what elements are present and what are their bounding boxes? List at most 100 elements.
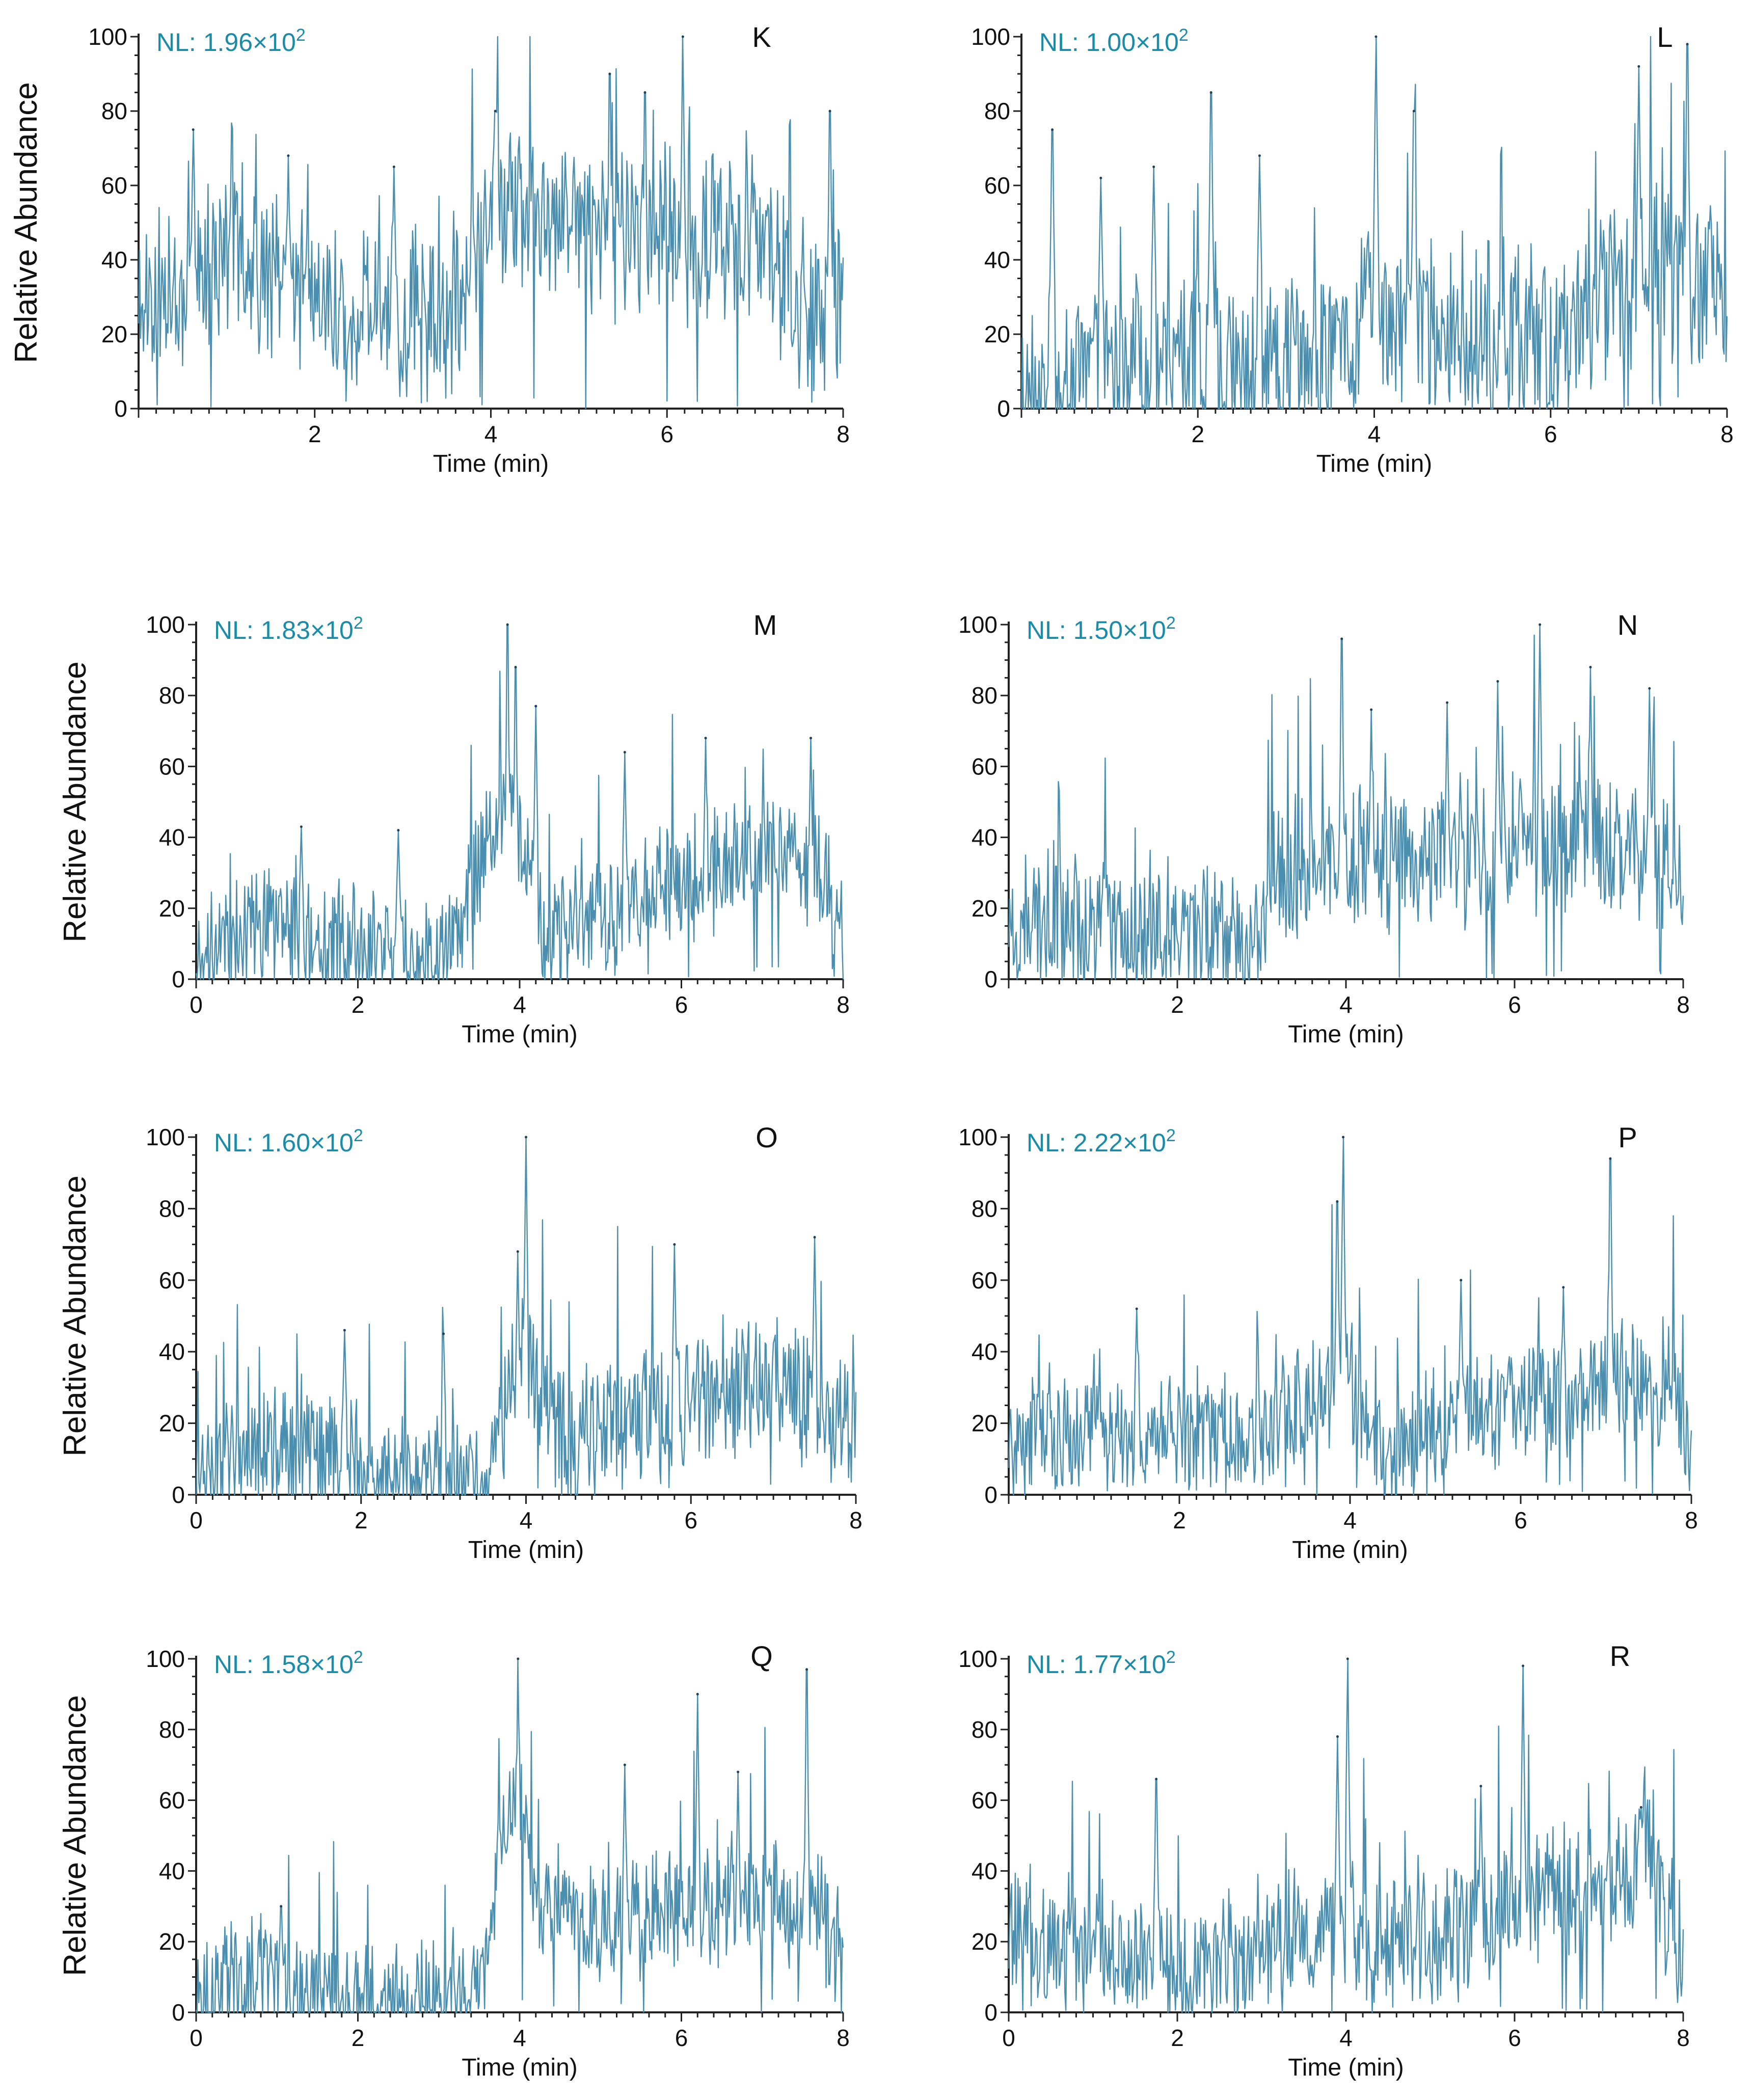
panel-l: 0 20 40 60 80 100 2 4 6 8 Time (min) NL: 1.00×102 L [971, 21, 1734, 477]
x-axis-label: Time (min) [433, 450, 549, 477]
normalization-level-label: NL: 1.58×102 [214, 1648, 363, 1679]
peak-apex [1562, 1286, 1565, 1289]
peak-apex [514, 666, 517, 669]
y-tick-label: 40 [101, 247, 127, 273]
peak-apex [1522, 1664, 1525, 1667]
peak-apex [1589, 666, 1592, 669]
y-tick-label: 20 [159, 895, 185, 922]
peak-apex [737, 1770, 740, 1773]
y-tick-label: 40 [972, 824, 997, 851]
x-tick-label: 8 [1685, 1507, 1698, 1533]
chromatogram-trace-k [138, 36, 844, 409]
normalization-level-label: NL: 1.00×102 [1039, 25, 1189, 57]
peak-apex [1609, 1157, 1612, 1160]
peak-apex [681, 35, 684, 38]
peak-apex [1051, 128, 1054, 131]
x-tick-label: 4 [1368, 421, 1381, 447]
normalization-level-label: NL: 2.22×102 [1027, 1126, 1176, 1157]
y-tick-label: 20 [101, 321, 127, 347]
peak-apex [525, 1136, 527, 1139]
y-tick-label: 0 [984, 1999, 997, 2026]
peak-apex [516, 1250, 519, 1253]
chromatogram-trace-q [195, 1658, 844, 2013]
peak-apex [280, 1905, 283, 1908]
y-tick-label: 60 [159, 753, 185, 779]
x-axis-label: Time (min) [1288, 2054, 1404, 2081]
peak-apex [534, 705, 537, 708]
x-tick-label: 6 [1508, 991, 1521, 1018]
x-tick-label: 6 [1544, 421, 1557, 447]
x-tick-label: 2 [352, 991, 365, 1018]
y-axis-label: Relative Abundance [58, 661, 93, 943]
peak-apex [696, 1692, 699, 1695]
x-tick-label: 6 [675, 2025, 688, 2051]
x-axis-label: Time (min) [1288, 1021, 1404, 1048]
x-tick-label: 6 [1514, 1507, 1527, 1533]
y-tick-label: 60 [972, 1267, 997, 1294]
panel-letter: P [1618, 1121, 1637, 1153]
y-axis-label: Relative Abundance [9, 82, 44, 363]
y-tick-label: 100 [146, 611, 185, 638]
peak-apex [1155, 1778, 1158, 1781]
peak-apex [623, 751, 626, 754]
x-axis-label: Time (min) [1316, 450, 1433, 477]
x-tick-label: 4 [520, 1507, 533, 1533]
y-axis-label: Relative Abundance [58, 1695, 93, 1976]
peak-apex [608, 72, 611, 75]
y-tick-label: 80 [159, 1716, 185, 1743]
y-tick-label: 0 [984, 966, 997, 992]
y-tick-label: 40 [159, 1338, 185, 1365]
x-tick-label: 4 [484, 421, 498, 447]
peak-apex [442, 1332, 445, 1335]
x-tick-label: 8 [1677, 2025, 1690, 2051]
x-tick-label: 8 [1677, 991, 1690, 1018]
x-tick-label: 0 [190, 991, 203, 1018]
peak-apex [494, 110, 497, 113]
y-tick-label: 100 [146, 1124, 185, 1150]
y-tick-label: 0 [997, 395, 1010, 422]
peak-apex [1460, 1279, 1463, 1282]
peak-apex [1336, 1200, 1339, 1203]
peak-apex [1374, 35, 1378, 38]
peak-apex [1412, 110, 1415, 113]
peak-apex [1135, 1307, 1138, 1310]
y-tick-label: 20 [984, 321, 1010, 347]
y-tick-label: 0 [114, 395, 127, 422]
peak-apex [813, 1236, 816, 1239]
peak-apex [1539, 623, 1542, 626]
peak-apex [287, 154, 290, 157]
x-tick-label: 8 [837, 421, 850, 447]
x-tick-label: 8 [1720, 421, 1734, 447]
x-tick-label: 6 [1508, 2025, 1521, 2051]
x-axis-label: Time (min) [1292, 1537, 1408, 1564]
y-tick-label: 80 [972, 682, 997, 709]
x-tick-label: 6 [660, 421, 673, 447]
x-axis-label: Time (min) [462, 2054, 578, 2081]
chromatogram-trace-p [1008, 1136, 1692, 1496]
normalization-level-label: NL: 1.96×102 [156, 25, 306, 57]
y-tick-label: 80 [972, 1195, 997, 1222]
panel-n: 0 20 40 60 80 100 2 4 6 8 Time (min) NL: 1.50×102 N [958, 609, 1690, 1048]
y-tick-label: 80 [972, 1716, 997, 1743]
y-tick-label: 60 [984, 172, 1010, 199]
axis-lines [195, 1656, 843, 2013]
y-tick-label: 100 [971, 23, 1010, 50]
y-tick-label: 60 [101, 172, 127, 199]
panel-r: 0 20 40 60 80 100 0 2 4 6 8 Time (min) NL: 1.77×102 R [958, 1640, 1690, 2081]
y-tick-label: 20 [972, 1410, 997, 1437]
peak-apex [643, 91, 646, 94]
peak-apex [805, 1668, 808, 1671]
peak-apex [397, 829, 400, 832]
y-tick-label: 100 [958, 1646, 997, 1672]
y-tick-label: 40 [159, 824, 185, 851]
y-tick-label: 100 [958, 611, 997, 638]
chromatogram-trace-n [1008, 624, 1684, 980]
panel-letter: L [1657, 21, 1673, 53]
peak-apex [1479, 1785, 1482, 1788]
peak-apex [517, 1657, 520, 1660]
y-tick-label: 80 [101, 98, 127, 124]
normalization-level-label: NL: 1.83×102 [214, 613, 363, 644]
panel-m: Relative Abundance 0 20 40 60 80 100 0 2 4 6 8 Time … [58, 609, 850, 1048]
y-tick-label: 60 [972, 753, 997, 779]
